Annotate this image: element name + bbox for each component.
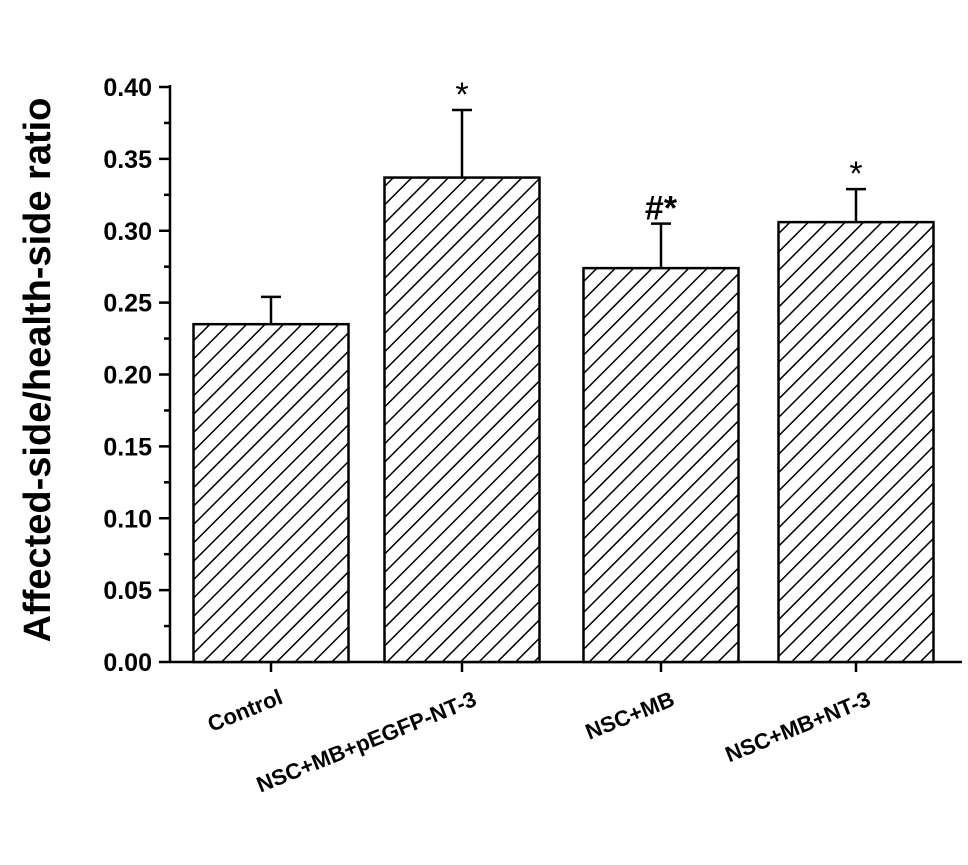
y-axis-label: Affected-side/health-side ratio [17,98,59,643]
y-tick-label: 0.25 [103,290,152,318]
y-tick-label: 0.30 [103,218,152,246]
y-tick-label: 0.00 [103,649,152,677]
y-tick-label: 0.05 [103,577,152,605]
significance-marker-2: * [455,76,468,114]
y-tick-label: 0.40 [103,74,152,102]
x-category-label-2: NSC+MB+pEGFP-NT-3 [253,686,480,797]
bar-4 [777,220,935,664]
y-tick-label: 0.15 [103,433,152,461]
bar-2 [383,176,541,664]
y-tick-label: 0.35 [103,146,152,174]
bar-1 [192,322,350,664]
x-category-label-3: NSC+MB [582,686,678,744]
significance-marker-3: #* [645,190,678,228]
plot-area: 0.00 0.05 0.10 0.15 0.20 0.25 0.30 0.35 0.40 * #* *… [103,74,962,797]
x-category-label-1: Control [204,684,286,736]
bar-3 [582,266,740,664]
significance-marker-4: * [849,155,862,193]
y-tick-label: 0.10 [103,505,152,533]
y-tick-label: 0.20 [103,362,152,390]
x-category-label-4: NSC+MB+NT-3 [722,686,874,767]
y-axis-label-group: Affected-side/health-side ratio [17,98,59,643]
